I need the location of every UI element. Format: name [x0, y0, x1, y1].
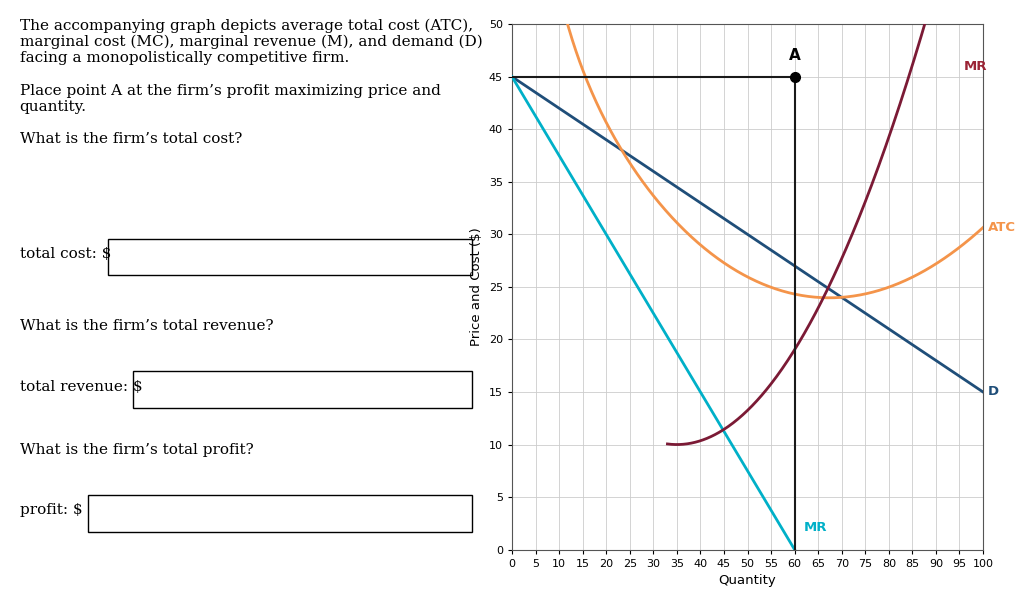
FancyBboxPatch shape	[109, 239, 472, 275]
Y-axis label: Price and Cost ($): Price and Cost ($)	[470, 228, 483, 346]
Text: What is the firm’s total profit?: What is the firm’s total profit?	[19, 443, 253, 457]
Text: The accompanying graph depicts average total cost (ATC),
marginal cost (MC), mar: The accompanying graph depicts average t…	[19, 18, 482, 146]
Text: ATC: ATC	[988, 221, 1016, 234]
Text: What is the firm’s total revenue?: What is the firm’s total revenue?	[19, 319, 273, 333]
FancyBboxPatch shape	[88, 495, 472, 532]
Text: profit: $: profit: $	[19, 503, 82, 518]
Text: D: D	[988, 385, 998, 399]
Text: total revenue: $: total revenue: $	[19, 379, 142, 394]
Text: MR: MR	[804, 521, 827, 534]
Text: A: A	[788, 48, 801, 63]
Text: MR: MR	[965, 60, 988, 72]
X-axis label: Quantity: Quantity	[719, 574, 776, 587]
Text: total cost: $: total cost: $	[19, 246, 111, 261]
FancyBboxPatch shape	[133, 371, 472, 408]
